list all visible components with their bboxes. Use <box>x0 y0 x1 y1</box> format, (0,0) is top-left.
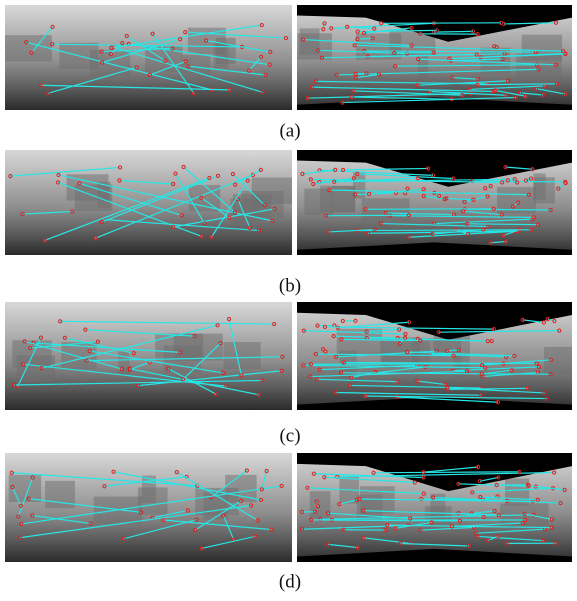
photo-panel <box>5 5 292 110</box>
building-detail <box>174 334 223 361</box>
photo-panel <box>297 453 572 562</box>
match-line <box>357 38 372 39</box>
photo-panel <box>5 150 292 255</box>
building-detail <box>223 342 260 369</box>
photo-panel <box>297 150 572 255</box>
building-detail <box>90 50 130 76</box>
caption: (a) <box>279 120 300 141</box>
match-line <box>357 230 531 231</box>
building-detail <box>297 33 332 59</box>
match-line <box>434 31 473 32</box>
building-detail <box>75 185 112 211</box>
caption: (b) <box>279 275 301 296</box>
caption: (d) <box>279 571 301 592</box>
figure: (a) (b) (c) (d) <box>0 0 577 601</box>
caption: (c) <box>279 425 300 446</box>
photo-panel <box>5 302 292 410</box>
building-detail <box>17 355 55 382</box>
photo-panel <box>297 5 572 110</box>
photo-panel <box>297 302 572 410</box>
building-detail <box>522 35 562 61</box>
building-detail <box>5 35 52 61</box>
match-line <box>326 215 409 216</box>
match-line <box>381 23 501 24</box>
photo-panel <box>5 453 292 562</box>
